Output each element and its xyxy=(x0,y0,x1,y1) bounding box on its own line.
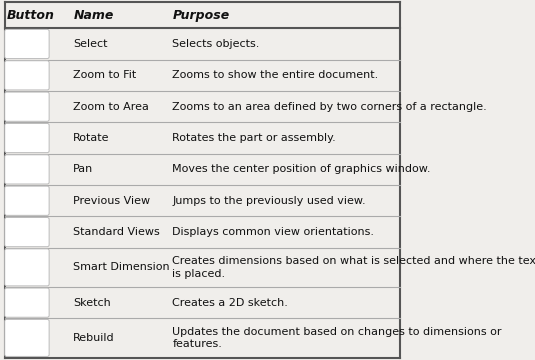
Text: Name: Name xyxy=(73,9,114,22)
Text: Moves the center position of graphics window.: Moves the center position of graphics wi… xyxy=(172,165,431,174)
Text: Rotates the part or assembly.: Rotates the part or assembly. xyxy=(172,133,336,143)
Text: Zooms to show the entire document.: Zooms to show the entire document. xyxy=(172,70,378,80)
Text: Button: Button xyxy=(7,9,55,22)
Text: Rebuild: Rebuild xyxy=(73,333,115,343)
FancyBboxPatch shape xyxy=(5,186,49,215)
Text: Sketch: Sketch xyxy=(73,298,111,308)
Text: Purpose: Purpose xyxy=(172,9,230,22)
Text: Zoom to Area: Zoom to Area xyxy=(73,102,149,112)
Text: Previous View: Previous View xyxy=(73,196,150,206)
Text: Rotate: Rotate xyxy=(73,133,110,143)
Text: Select: Select xyxy=(73,39,108,49)
FancyBboxPatch shape xyxy=(5,249,49,286)
Text: Displays common view orientations.: Displays common view orientations. xyxy=(172,227,374,237)
Text: Smart Dimension: Smart Dimension xyxy=(73,262,170,273)
Text: Selects objects.: Selects objects. xyxy=(172,39,259,49)
FancyBboxPatch shape xyxy=(5,217,49,247)
Text: Pan: Pan xyxy=(73,165,94,174)
FancyBboxPatch shape xyxy=(5,30,49,59)
FancyBboxPatch shape xyxy=(5,92,49,121)
FancyBboxPatch shape xyxy=(5,61,49,90)
FancyBboxPatch shape xyxy=(5,123,49,153)
Text: Standard Views: Standard Views xyxy=(73,227,160,237)
FancyBboxPatch shape xyxy=(5,319,49,356)
Text: Zooms to an area defined by two corners of a rectangle.: Zooms to an area defined by two corners … xyxy=(172,102,487,112)
FancyBboxPatch shape xyxy=(5,155,49,184)
Text: Creates a 2D sketch.: Creates a 2D sketch. xyxy=(172,298,288,308)
Text: Updates the document based on changes to dimensions or
features.: Updates the document based on changes to… xyxy=(172,327,502,349)
Text: Creates dimensions based on what is selected and where the text
is placed.: Creates dimensions based on what is sele… xyxy=(172,256,535,279)
Text: Jumps to the previously used view.: Jumps to the previously used view. xyxy=(172,196,366,206)
FancyBboxPatch shape xyxy=(5,288,49,317)
Text: Zoom to Fit: Zoom to Fit xyxy=(73,70,136,80)
